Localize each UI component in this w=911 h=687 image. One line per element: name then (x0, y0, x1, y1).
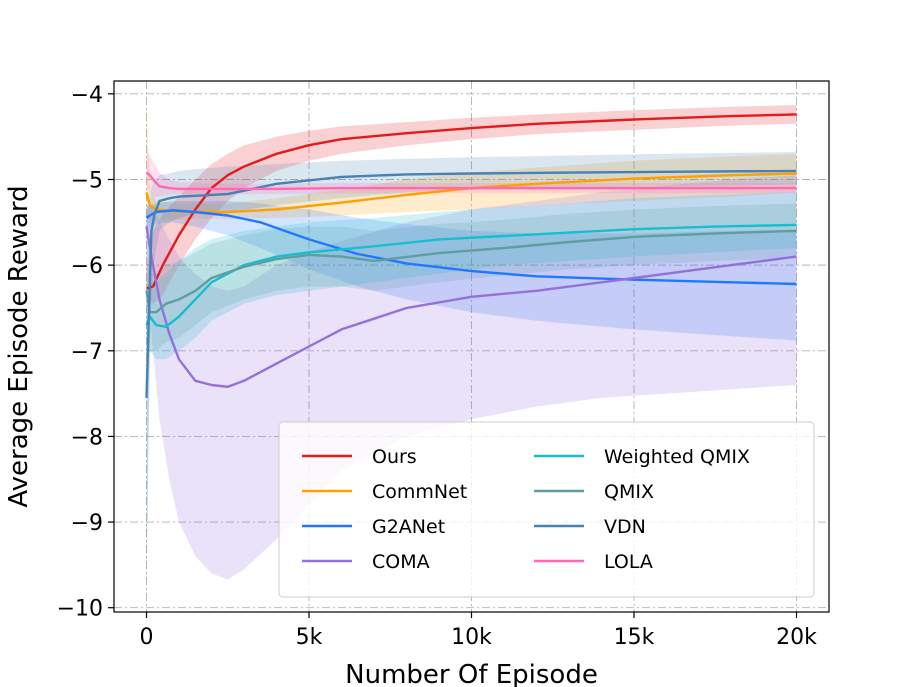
band-weighted-qmix (146, 192, 797, 360)
legend-item-vdn: VDN (534, 516, 646, 538)
series-line-weighted-qmix (145, 223, 797, 328)
band-qmix (146, 203, 797, 591)
legend-item-weighted-qmix: Weighted QMIX (534, 446, 750, 468)
legend-item-coma: COMA (302, 551, 430, 573)
y-tick-label: −5 (71, 168, 103, 193)
legend-label: G2ANet (372, 516, 445, 538)
y-tick-label: −6 (71, 254, 103, 279)
legend-item-commnet: CommNet (302, 481, 467, 503)
y-tick-label: −8 (71, 425, 103, 450)
legend-label: COMA (372, 551, 430, 573)
series-line-coma (145, 226, 797, 388)
y-axis-title: Average Episode Reward (4, 185, 34, 507)
x-tick-label: 5k (296, 625, 323, 650)
legend-label: LOLA (604, 551, 653, 573)
legend-box (278, 421, 815, 598)
legend-item-ours: Ours (302, 446, 417, 468)
x-tick-label: 10k (451, 625, 492, 650)
series-line-commnet (145, 172, 797, 214)
legend-item-qmix: QMIX (534, 481, 654, 503)
series-lines (145, 113, 797, 398)
x-tick-label: 0 (140, 625, 154, 650)
y-tick-label: −4 (71, 83, 103, 108)
band-commnet (146, 102, 797, 223)
band-lola (146, 149, 797, 197)
legend-label: CommNet (372, 481, 467, 503)
legend-label: QMIX (604, 481, 654, 503)
axis-ticks: 0 5k 10k 15k 20k −4 −5 −6 −7 −8 −9 −10 (57, 83, 818, 650)
x-tick-label: 20k (776, 625, 817, 650)
legend-item-lola: LOLA (534, 551, 653, 573)
series-line-vdn (145, 169, 797, 398)
series-line-qmix (145, 229, 797, 314)
y-tick-label: −9 (71, 511, 103, 536)
y-tick-label: −10 (57, 597, 103, 622)
x-axis-title: Number Of Episode (345, 660, 598, 687)
legend-item-g2anet: G2ANet (302, 516, 445, 538)
legend-label: Ours (372, 446, 417, 468)
series-line-ours (146, 113, 797, 290)
legend: Ours CommNet G2ANet COMA Weighted QMIX QMIX VD… (278, 421, 815, 598)
legend-label: VDN (604, 516, 646, 538)
legend-label: Weighted QMIX (604, 446, 750, 468)
series-line-g2anet (145, 209, 797, 286)
x-tick-label: 15k (614, 625, 655, 650)
y-tick-label: −7 (71, 340, 103, 365)
series-line-lola (145, 171, 797, 191)
band-ours (146, 105, 797, 304)
